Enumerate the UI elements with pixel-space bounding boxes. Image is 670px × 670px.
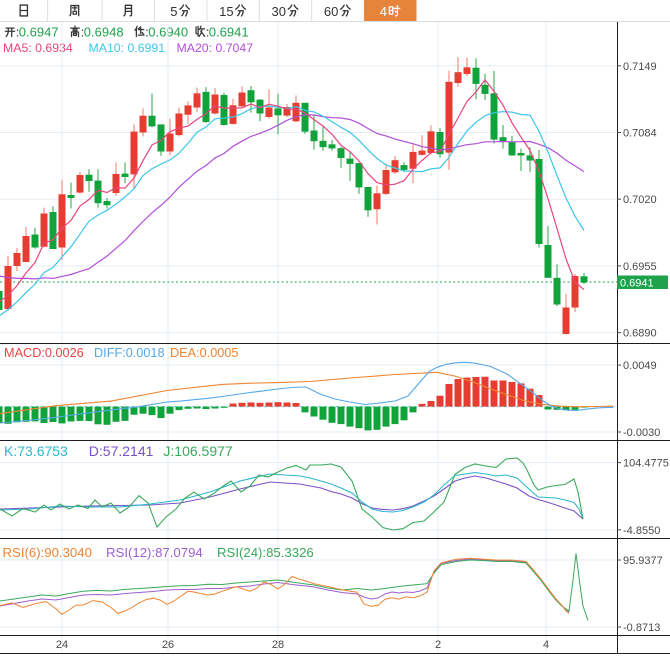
svg-text:MA5: 0.6934: MA5: 0.6934 [3,41,73,55]
svg-text:RSI(24):85.3326: RSI(24):85.3326 [217,545,314,560]
svg-text:DEA:0.0005: DEA:0.0005 [170,346,238,360]
svg-text::: : [206,25,210,40]
svg-text:5: 5 [170,4,177,19]
svg-text:15: 15 [219,4,233,19]
svg-text:26: 26 [162,639,174,651]
svg-text::: : [81,25,85,40]
svg-text:DIFF:0.0018: DIFF:0.0018 [94,346,165,360]
svg-text:0.7020: 0.7020 [623,194,657,206]
svg-text:28: 28 [272,639,284,651]
svg-text:0.6947: 0.6947 [19,25,59,40]
svg-text:D:57.2141: D:57.2141 [89,443,154,459]
svg-text::: : [16,25,20,40]
svg-text:RSI(12):87.0794: RSI(12):87.0794 [106,545,203,560]
svg-text:2: 2 [435,639,441,651]
svg-text:J:106.5977: J:106.5977 [163,443,232,459]
svg-text:K:73.6753: K:73.6753 [4,443,68,459]
svg-text:30: 30 [272,4,286,19]
svg-text:0.6955: 0.6955 [623,261,657,273]
svg-text:MACD:0.0026: MACD:0.0026 [4,346,84,360]
svg-text:0.6941: 0.6941 [209,25,249,40]
svg-text::: : [145,25,149,40]
svg-text:-4.8550: -4.8550 [623,525,660,537]
svg-text:24: 24 [56,639,68,651]
svg-text:0.7149: 0.7149 [623,61,657,73]
svg-text:-0.8713: -0.8713 [623,622,660,634]
svg-text:4: 4 [380,4,387,19]
svg-text:RSI(6):90.3040: RSI(6):90.3040 [3,545,92,560]
svg-text:60: 60 [324,4,338,19]
svg-text:0.6948: 0.6948 [84,25,124,40]
svg-text:MA10: 0.6991: MA10: 0.6991 [89,41,166,55]
svg-text:-0.0030: -0.0030 [623,427,660,439]
svg-text:MA20: 0.7047: MA20: 0.7047 [177,41,254,55]
svg-text:104.4775: 104.4775 [623,458,669,470]
svg-text:0.6941: 0.6941 [620,277,654,289]
svg-text:95.9377: 95.9377 [623,555,663,567]
svg-text:4: 4 [543,639,549,651]
svg-text:0.7084: 0.7084 [623,128,657,140]
svg-text:0.0049: 0.0049 [623,360,657,372]
svg-text:0.6890: 0.6890 [623,328,657,340]
